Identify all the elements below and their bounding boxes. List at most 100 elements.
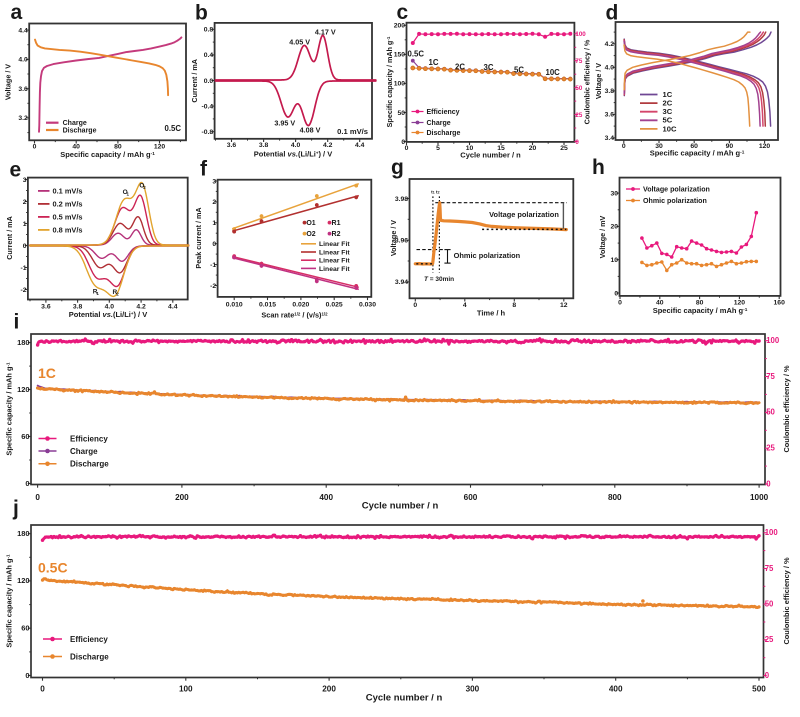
svg-text:0: 0	[23, 243, 27, 250]
svg-text:-2: -2	[210, 283, 216, 290]
svg-text:1: 1	[23, 221, 27, 228]
svg-text:0: 0	[766, 479, 771, 488]
svg-text:75: 75	[575, 58, 582, 65]
svg-text:4.2: 4.2	[323, 142, 333, 149]
svg-text:Potential vs.(Li/Li+) / V: Potential vs.(Li/Li+) / V	[254, 150, 332, 159]
svg-text:0.5 mV/s: 0.5 mV/s	[53, 212, 83, 221]
svg-text:5: 5	[436, 145, 440, 152]
svg-text:Charge: Charge	[70, 447, 98, 456]
svg-text:R: R	[93, 288, 98, 295]
svg-text:1000: 1000	[750, 493, 769, 502]
svg-text:0: 0	[405, 145, 409, 152]
svg-text:180: 180	[17, 529, 30, 538]
svg-text:-1: -1	[20, 265, 26, 272]
svg-text:80: 80	[114, 144, 122, 151]
svg-text:Charge: Charge	[427, 120, 451, 127]
svg-text:3.8: 3.8	[605, 88, 615, 95]
svg-text:4.2: 4.2	[136, 304, 146, 311]
svg-text:1: 1	[127, 191, 130, 196]
svg-text:Time / h: Time / h	[477, 309, 506, 318]
svg-text:0: 0	[765, 671, 770, 680]
svg-text:t1 t2: t1 t2	[431, 189, 440, 195]
svg-text:20: 20	[529, 145, 537, 152]
svg-text:300: 300	[466, 685, 480, 694]
svg-text:Voltage polarization: Voltage polarization	[643, 185, 710, 193]
svg-text:Charge: Charge	[63, 120, 87, 127]
svg-text:R: R	[113, 289, 118, 296]
svg-text:0.0: 0.0	[204, 78, 214, 85]
svg-text:5C: 5C	[663, 116, 673, 125]
svg-text:4.4: 4.4	[18, 27, 28, 34]
svg-text:15: 15	[497, 145, 505, 152]
svg-text:1C: 1C	[663, 90, 673, 99]
svg-text:0.8 mV/s: 0.8 mV/s	[53, 225, 83, 234]
svg-text:Ohmic polarization: Ohmic polarization	[643, 197, 707, 205]
svg-text:500: 500	[752, 685, 766, 694]
svg-text:20: 20	[611, 224, 619, 231]
svg-text:100: 100	[394, 81, 406, 88]
svg-text:Linear Fit: Linear Fit	[319, 241, 350, 248]
svg-text:1C: 1C	[38, 365, 56, 381]
svg-text:120: 120	[17, 576, 30, 585]
svg-text:50: 50	[766, 408, 775, 417]
svg-text:3.8: 3.8	[259, 142, 269, 149]
svg-text:4.0: 4.0	[18, 57, 28, 64]
svg-text:160: 160	[774, 300, 786, 307]
svg-text:0: 0	[413, 302, 417, 309]
svg-text:Ohmic polarization: Ohmic polarization	[454, 251, 521, 260]
svg-text:Voltage / V: Voltage / V	[389, 220, 398, 256]
svg-text:25: 25	[765, 635, 774, 644]
svg-text:Specific capacity / mAh g-1: Specific capacity / mAh g-1	[653, 306, 748, 315]
svg-text:Peak current / mA: Peak current / mA	[194, 207, 203, 268]
svg-text:30: 30	[611, 190, 619, 197]
svg-text:100: 100	[179, 685, 193, 694]
svg-text:T = 30min: T = 30min	[424, 276, 454, 283]
svg-text:j: j	[12, 497, 19, 520]
svg-text:c: c	[397, 1, 409, 24]
svg-text:O1: O1	[306, 220, 315, 227]
svg-text:10: 10	[466, 145, 474, 152]
svg-text:Discharge: Discharge	[63, 127, 97, 134]
svg-text:Voltage polarization: Voltage polarization	[489, 210, 559, 219]
svg-text:8: 8	[512, 302, 516, 309]
svg-text:Specific capacity / mAh g-1: Specific capacity / mAh g-1	[650, 149, 745, 158]
svg-text:2C: 2C	[455, 63, 465, 72]
svg-text:O2: O2	[306, 231, 315, 238]
svg-text:Voltage / mV: Voltage / mV	[598, 215, 607, 258]
svg-text:4: 4	[463, 302, 467, 309]
svg-text:25: 25	[766, 443, 775, 452]
svg-text:Coulombic efficiency / %: Coulombic efficiency / %	[782, 365, 791, 452]
svg-text:0.030: 0.030	[359, 302, 376, 309]
svg-text:4.17 V: 4.17 V	[315, 27, 336, 36]
svg-text:30: 30	[655, 143, 663, 150]
svg-text:0.5C: 0.5C	[165, 124, 182, 133]
svg-text:0.5C: 0.5C	[408, 50, 425, 59]
svg-text:100: 100	[766, 336, 780, 345]
svg-text:4.4: 4.4	[355, 142, 365, 149]
svg-text:0.8: 0.8	[204, 27, 214, 34]
svg-text:Discharge: Discharge	[70, 652, 109, 661]
svg-text:3.98: 3.98	[395, 196, 408, 203]
svg-text:120: 120	[154, 144, 166, 151]
svg-text:0: 0	[401, 139, 405, 146]
svg-text:0.2 mV/s: 0.2 mV/s	[53, 199, 83, 208]
svg-text:h: h	[592, 156, 605, 179]
svg-text:200: 200	[394, 23, 406, 30]
svg-text:3.2: 3.2	[18, 115, 28, 122]
svg-text:60: 60	[21, 624, 29, 633]
svg-text:Specific capacity / mAh g-1: Specific capacity / mAh g-1	[5, 362, 14, 456]
svg-text:0.020: 0.020	[292, 302, 309, 309]
svg-text:Cycle number / n: Cycle number / n	[460, 151, 521, 160]
svg-text:-0.8: -0.8	[201, 129, 213, 136]
svg-text:a: a	[11, 1, 23, 24]
svg-text:2C: 2C	[663, 99, 673, 108]
svg-text:10: 10	[611, 257, 619, 264]
svg-text:0: 0	[614, 290, 618, 297]
svg-text:3.6: 3.6	[41, 304, 51, 311]
svg-text:2: 2	[212, 199, 216, 206]
svg-text:3.6: 3.6	[605, 112, 615, 119]
svg-text:80: 80	[696, 300, 704, 307]
svg-text:180: 180	[17, 338, 30, 347]
svg-text:Specific capacity / mAh g-1: Specific capacity / mAh g-1	[5, 554, 14, 648]
svg-text:10C: 10C	[663, 124, 677, 133]
